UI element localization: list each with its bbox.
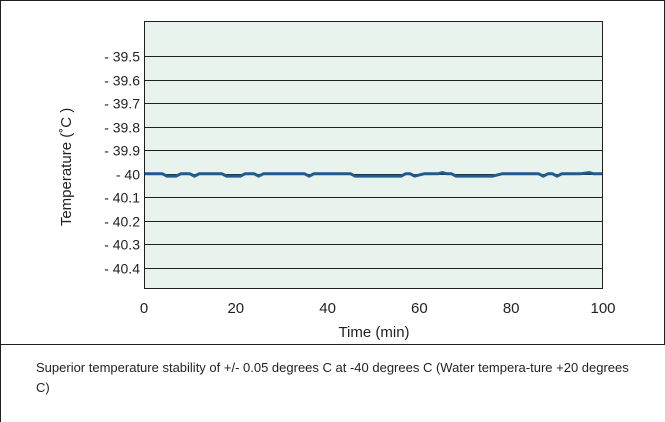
y-tick-label: - 40.1 <box>104 190 140 206</box>
y-tick-label: - 39.5 <box>104 49 140 65</box>
y-tick-label: - 40.2 <box>104 214 140 230</box>
x-tick-label: 20 <box>227 300 244 317</box>
x-tick-label: 0 <box>140 300 148 317</box>
x-tick-label: 80 <box>503 300 520 317</box>
y-tick-label: - 40.3 <box>104 237 140 253</box>
y-axis-ticks: - 39.5 - 39.6 - 39.7 - 39.8 - 39.9 - 40 - 40.1… <box>104 49 140 277</box>
y-axis-label: Temperature (˚C ) <box>58 108 75 226</box>
x-tick-label: 100 <box>590 300 615 317</box>
temperature-chart: - 39.5 - 39.6 - 39.7 - 39.8 - 39.9 - 40 - 40.1… <box>58 21 616 341</box>
series-line-temperature <box>144 171 603 178</box>
y-tick-label: - 40.4 <box>104 261 140 277</box>
y-tick-label: - 40 <box>116 167 140 183</box>
x-axis-label: Time (min) <box>338 324 409 341</box>
y-tick-label: - 39.6 <box>104 73 140 89</box>
y-tick-label: - 39.8 <box>104 120 140 136</box>
grid-lines <box>144 56 603 269</box>
plot-border <box>144 21 603 289</box>
x-axis-ticks: 0 20 40 60 80 100 <box>140 300 616 317</box>
y-tick-label: - 39.9 <box>104 143 140 159</box>
figure-caption: Superior temperature stability of +/- 0.… <box>36 360 629 395</box>
plot-area <box>144 21 603 289</box>
x-tick-label: 40 <box>319 300 336 317</box>
x-tick-label: 60 <box>411 300 428 317</box>
y-tick-label: - 39.7 <box>104 96 140 112</box>
